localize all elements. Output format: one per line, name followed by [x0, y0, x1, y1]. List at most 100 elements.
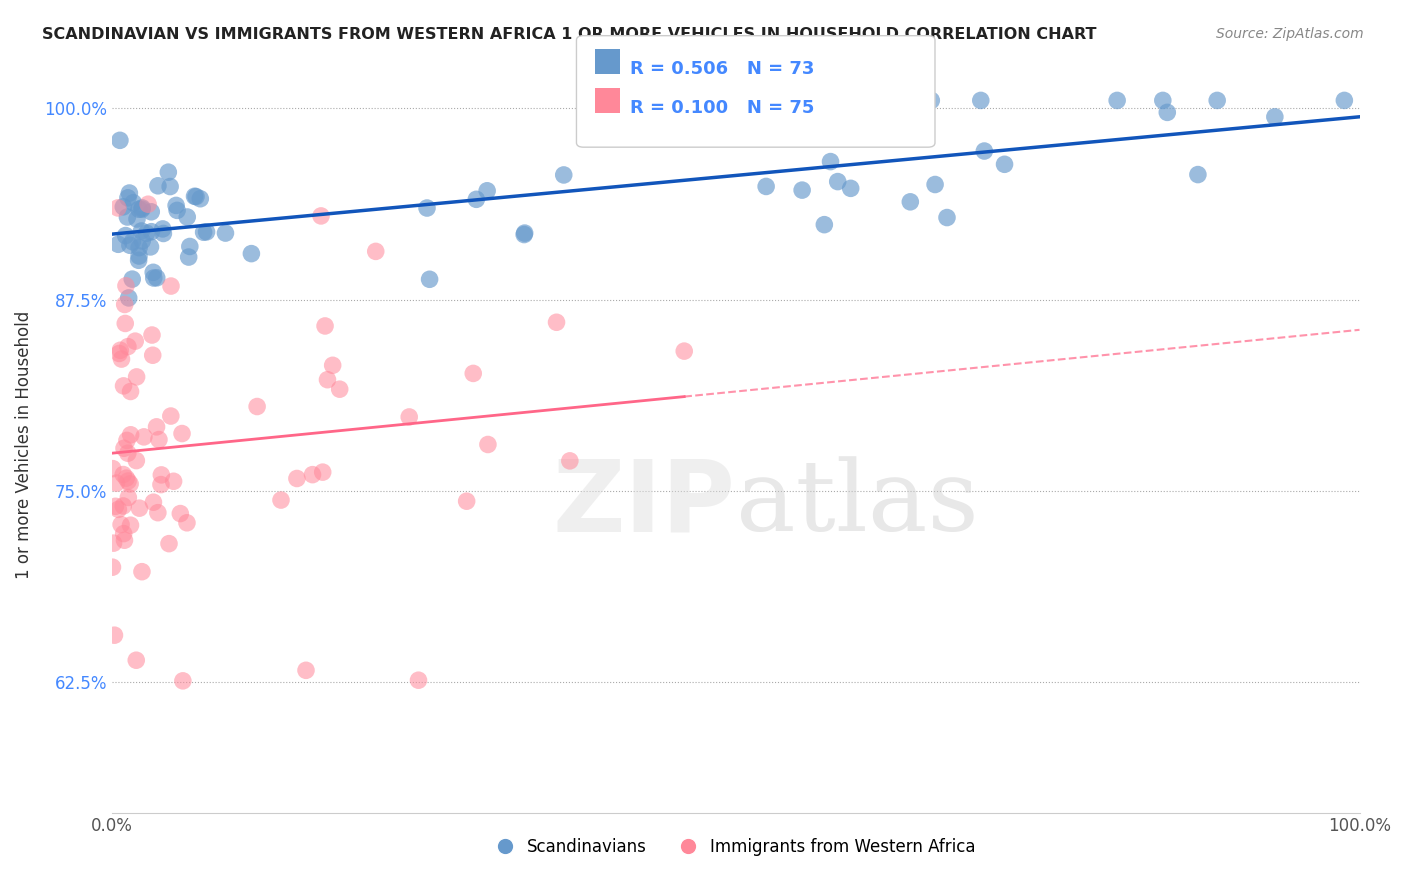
- Point: [112, 200, 135, 214]
- Point: [1206, 94, 1229, 108]
- Point: [141, 225, 163, 239]
- Point: [136, 197, 159, 211]
- Point: [558, 454, 581, 468]
- Point: [160, 279, 183, 293]
- Point: [673, 344, 696, 359]
- Text: Source: ZipAtlas.com: Source: ZipAtlas.com: [1216, 27, 1364, 41]
- Point: [993, 157, 1015, 171]
- Point: [142, 348, 165, 362]
- Point: [145, 420, 167, 434]
- Point: [117, 491, 139, 505]
- Point: [1333, 94, 1355, 108]
- Point: [131, 224, 153, 238]
- Point: [131, 201, 153, 215]
- Point: [176, 516, 198, 530]
- Point: [120, 427, 142, 442]
- Point: [152, 222, 174, 236]
- Point: [309, 209, 332, 223]
- Point: [513, 227, 536, 242]
- Point: [117, 210, 139, 224]
- Point: [839, 181, 862, 195]
- Point: [114, 297, 136, 311]
- Point: [121, 272, 143, 286]
- Point: [146, 506, 169, 520]
- Point: [139, 240, 162, 254]
- Point: [177, 250, 200, 264]
- Point: [157, 536, 180, 550]
- Point: [115, 278, 138, 293]
- Point: [107, 502, 129, 516]
- Point: [135, 226, 157, 240]
- Point: [131, 202, 153, 217]
- Point: [114, 228, 136, 243]
- Point: [117, 191, 139, 205]
- Point: [117, 340, 139, 354]
- Y-axis label: 1 or more Vehicles in Household: 1 or more Vehicles in Household: [15, 311, 32, 579]
- Point: [408, 673, 430, 688]
- Point: [125, 453, 148, 467]
- Point: [152, 227, 174, 241]
- Point: [131, 234, 153, 248]
- Point: [128, 249, 150, 263]
- Point: [329, 382, 352, 396]
- Point: [1107, 94, 1129, 108]
- Point: [107, 201, 129, 215]
- Point: [475, 184, 498, 198]
- Point: [898, 194, 921, 209]
- Text: ZIP: ZIP: [553, 455, 735, 552]
- Point: [112, 499, 135, 513]
- Point: [121, 235, 143, 249]
- Point: [114, 317, 136, 331]
- Point: [104, 500, 127, 514]
- Point: [301, 467, 323, 482]
- Point: [419, 272, 441, 286]
- Point: [157, 165, 180, 179]
- Point: [103, 536, 125, 550]
- Point: [128, 253, 150, 268]
- Point: [456, 494, 478, 508]
- Point: [108, 346, 131, 360]
- Point: [546, 315, 568, 329]
- Point: [125, 653, 148, 667]
- Point: [162, 475, 184, 489]
- Text: atlas: atlas: [735, 456, 979, 551]
- Point: [322, 359, 344, 373]
- Text: SCANDINAVIAN VS IMMIGRANTS FROM WESTERN AFRICA 1 OR MORE VEHICLES IN HOUSEHOLD C: SCANDINAVIAN VS IMMIGRANTS FROM WESTERN …: [42, 27, 1097, 42]
- Point: [131, 565, 153, 579]
- Point: [193, 225, 215, 239]
- Point: [465, 192, 488, 206]
- Point: [240, 246, 263, 260]
- Point: [141, 328, 163, 343]
- Point: [118, 291, 141, 305]
- Point: [110, 517, 132, 532]
- Point: [128, 202, 150, 217]
- Point: [103, 628, 125, 642]
- Text: R = 0.100   N = 75: R = 0.100 N = 75: [630, 99, 814, 117]
- Legend: Scandinavians, Immigrants from Western Africa: Scandinavians, Immigrants from Western A…: [489, 831, 981, 863]
- Point: [141, 204, 163, 219]
- Point: [112, 526, 135, 541]
- Point: [1187, 168, 1209, 182]
- Point: [114, 533, 136, 548]
- Point: [122, 195, 145, 210]
- Point: [169, 507, 191, 521]
- Point: [820, 154, 842, 169]
- Point: [117, 474, 139, 488]
- Point: [148, 433, 170, 447]
- Point: [132, 430, 155, 444]
- Point: [142, 265, 165, 279]
- Point: [110, 352, 132, 367]
- Point: [398, 409, 420, 424]
- Point: [295, 663, 318, 677]
- Point: [936, 211, 959, 225]
- Point: [924, 178, 946, 192]
- Point: [159, 409, 181, 423]
- Point: [416, 201, 439, 215]
- Point: [115, 471, 138, 485]
- Point: [108, 133, 131, 147]
- Point: [105, 476, 128, 491]
- Point: [142, 495, 165, 509]
- Point: [170, 426, 193, 441]
- Point: [115, 434, 138, 448]
- Point: [117, 446, 139, 460]
